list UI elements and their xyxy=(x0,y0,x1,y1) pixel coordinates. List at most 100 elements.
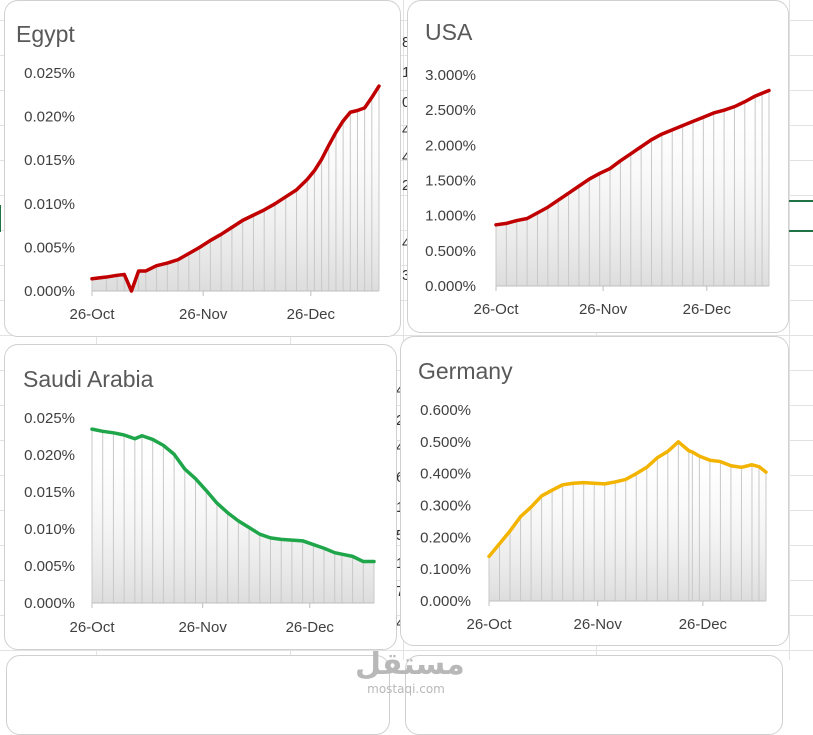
data-point xyxy=(363,106,367,110)
data-point xyxy=(327,143,331,147)
data-point xyxy=(529,505,533,509)
y-tick-label: 0.100% xyxy=(420,561,471,578)
data-point xyxy=(629,152,633,156)
y-tick-label: 0.200% xyxy=(420,529,471,546)
data-point xyxy=(137,269,141,273)
cell-fragment: 0 xyxy=(402,94,410,111)
data-point xyxy=(322,546,326,550)
drop-lines xyxy=(91,429,375,603)
data-point xyxy=(767,88,771,92)
cell-fragment: 4 xyxy=(402,149,410,166)
y-tick-label: 0.015% xyxy=(24,152,75,169)
data-point xyxy=(268,536,272,540)
data-point xyxy=(645,465,649,469)
data-point xyxy=(592,481,596,485)
data-point xyxy=(279,537,283,541)
y-tick-label: 1.500% xyxy=(425,173,476,190)
data-point xyxy=(567,191,571,195)
data-point xyxy=(101,429,105,433)
data-point xyxy=(535,211,539,215)
chart-card-egypt[interactable]: Egypt 0.000% 0.005% 0.010% 0.015% 0.020% 0.02… xyxy=(4,0,401,337)
y-tick-label: 0.000% xyxy=(420,593,471,610)
data-point xyxy=(681,124,685,128)
data-point xyxy=(757,465,761,469)
data-point xyxy=(598,171,602,175)
data-point xyxy=(219,232,223,236)
data-point xyxy=(247,526,251,530)
data-point xyxy=(722,108,726,112)
data-point xyxy=(312,169,316,173)
data-point xyxy=(355,108,359,112)
x-axis: 26-Oct 26-Nov 26-Dec xyxy=(473,286,731,318)
series-line xyxy=(90,84,381,293)
data-point xyxy=(111,431,115,435)
drop-lines xyxy=(488,441,767,601)
drop-lines xyxy=(91,86,380,291)
data-point xyxy=(618,159,622,163)
chart-card-germany[interactable]: Germany 0.000% 0.100% 0.200% 0.300% 0.400% 0.… xyxy=(400,336,789,646)
data-point xyxy=(208,238,212,242)
data-point xyxy=(215,501,219,505)
data-point xyxy=(494,223,498,227)
data-point xyxy=(556,198,560,202)
data-point xyxy=(187,252,191,256)
data-point xyxy=(764,470,768,474)
y-axis: 0.000% 0.500% 1.000% 1.500% 2.000% 2.500% 3.00… xyxy=(425,67,476,295)
data-point xyxy=(708,458,712,462)
data-point xyxy=(577,184,581,188)
data-point xyxy=(670,128,674,132)
data-point xyxy=(624,477,628,481)
data-point xyxy=(273,202,277,206)
y-axis: 0.000% 0.100% 0.200% 0.300% 0.400% 0.500% 0.60… xyxy=(420,402,471,610)
data-point xyxy=(739,465,743,469)
data-point xyxy=(176,258,180,262)
chart-title: USA xyxy=(425,19,473,45)
data-point xyxy=(587,177,591,181)
data-point xyxy=(230,225,234,229)
chart-card-saudi-arabia[interactable]: Saudi Arabia 0.000% 0.005% 0.010% 0.015% 0.0… xyxy=(4,344,397,650)
chart-plot: 0.000% 0.005% 0.010% 0.015% 0.020% 0.025% 26-O… xyxy=(24,65,381,323)
data-point xyxy=(161,443,165,447)
data-point xyxy=(122,433,126,437)
chart-card-partial-left[interactable] xyxy=(6,655,390,735)
data-point xyxy=(226,511,230,515)
x-tick-label: 26-Oct xyxy=(69,306,115,323)
y-axis: 0.000% 0.005% 0.010% 0.015% 0.020% 0.025% xyxy=(24,65,75,300)
data-point xyxy=(194,477,198,481)
data-point xyxy=(666,449,670,453)
data-point xyxy=(372,560,376,564)
data-point xyxy=(691,119,695,123)
data-point xyxy=(712,111,716,115)
y-axis: 0.000% 0.005% 0.010% 0.015% 0.020% 0.025% xyxy=(24,410,75,612)
data-point xyxy=(165,261,169,265)
data-point xyxy=(697,454,701,458)
chart-card-usa[interactable]: USA 0.000% 0.500% 1.000% 1.500% 2.000% 2.500%… xyxy=(407,0,789,333)
data-point xyxy=(655,456,659,460)
y-tick-label: 3.000% xyxy=(425,67,476,84)
data-point xyxy=(753,94,757,98)
data-point xyxy=(546,205,550,209)
x-tick-label: 26-Dec xyxy=(679,616,728,633)
chart-title: Saudi Arabia xyxy=(23,366,154,392)
chart-title: Germany xyxy=(418,358,513,384)
y-tick-label: 0.010% xyxy=(24,196,75,213)
data-point xyxy=(144,269,148,273)
data-point xyxy=(236,519,240,523)
x-tick-label: 26-Dec xyxy=(286,619,335,636)
data-point xyxy=(348,110,352,114)
data-point xyxy=(290,538,294,542)
data-point xyxy=(251,213,255,217)
x-axis: 26-Oct 26-Nov 26-Dec xyxy=(69,291,336,323)
y-tick-label: 2.000% xyxy=(425,137,476,154)
data-point xyxy=(133,437,137,441)
data-point xyxy=(198,245,202,249)
data-point xyxy=(519,515,523,519)
watermark-latin-text: mostaqi.com xyxy=(367,682,445,696)
data-point xyxy=(311,543,315,547)
data-point xyxy=(718,460,722,464)
data-point xyxy=(334,130,338,134)
data-point xyxy=(487,554,491,558)
data-point xyxy=(115,273,119,277)
data-point xyxy=(571,481,575,485)
data-point xyxy=(341,119,345,123)
